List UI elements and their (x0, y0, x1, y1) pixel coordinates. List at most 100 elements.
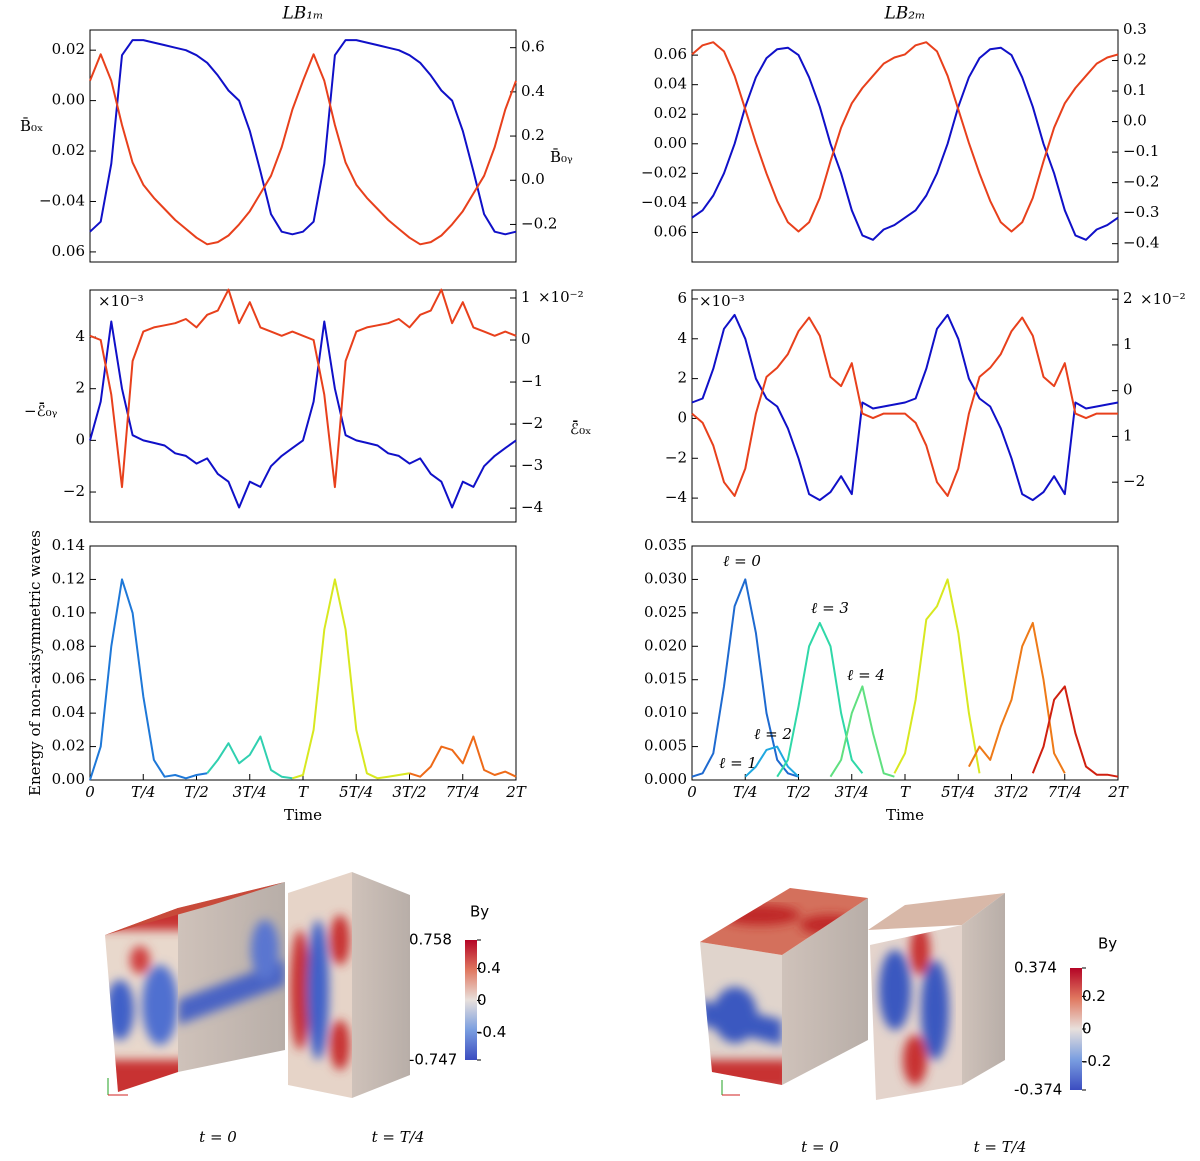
y-tick-label: 0.005 (644, 737, 687, 755)
x-tick-label: T/2 (184, 783, 209, 801)
y-tick-label: 0.04 (654, 75, 687, 93)
y2-tick-label: 0.2 (1123, 51, 1147, 69)
y-tick-label: 0.035 (644, 536, 687, 554)
x-tick-label: T/4 (733, 783, 758, 801)
x-tick-label: T (900, 783, 911, 801)
y2-tick-label: 0.1 (1123, 81, 1147, 99)
colorbar-tick-label: 0.2 (1082, 987, 1106, 1005)
x-tick-label: T/4 (131, 783, 156, 801)
plot-frame (691, 29, 1119, 263)
box-face (782, 898, 868, 1085)
colorbar-tick-label: -0.374 (1014, 1081, 1062, 1099)
x-tick-label: 0 (687, 783, 697, 801)
colorbar (1070, 968, 1082, 1090)
colorbar-tick-label: 0.4 (477, 959, 501, 977)
y2-tick-label: −2 (521, 414, 543, 432)
y-tick-label: 0.06 (52, 670, 85, 688)
y2-tick-label: 0 (1123, 381, 1133, 399)
y2-tick-label: 0.0 (1123, 112, 1147, 130)
series-line (829, 685, 895, 778)
y-tick-label: 0.02 (52, 141, 85, 159)
x-tick-label: 3T/2 (392, 783, 426, 801)
y-tick-label: 0.12 (52, 569, 85, 587)
y2-tick-label: 0 (521, 330, 531, 348)
y-tick-label: 0.00 (52, 91, 85, 109)
x-tick-label: 2T (1107, 783, 1129, 801)
caption: t = 0 (801, 1138, 839, 1156)
y-tick-label: 0.00 (52, 770, 85, 788)
y-tick-label: 0.14 (52, 536, 85, 554)
x-tick-label: 5T/4 (339, 783, 373, 801)
rendering-right (700, 888, 1082, 1100)
y-tick-label: 0.030 (644, 569, 687, 587)
y-axis-label: Energy of non-axisymmetric waves (26, 530, 44, 796)
y2-tick-label: 0.0 (521, 170, 545, 188)
y2-tick-label: 1 (1123, 426, 1133, 444)
series-line (776, 621, 864, 778)
y-tick-label: 0.10 (52, 603, 85, 621)
y2-tick-label: 1 (521, 288, 531, 306)
y2-tick-label: 0.6 (521, 38, 545, 56)
x-axis-label: Time (886, 806, 924, 824)
x-tick-label: 5T/4 (941, 783, 975, 801)
annotation: ℓ = 3 (811, 599, 849, 617)
y-tick-label: −0.04 (641, 193, 687, 211)
panel-title: LB₂ₘ (883, 4, 925, 24)
x-axis-label: Time (284, 806, 322, 824)
y-tick-label: 0.02 (52, 737, 85, 755)
y-tick-label: 0.025 (644, 603, 687, 621)
panel-title: LB₁ₘ (281, 4, 323, 24)
y-tick-label: 2 (677, 369, 687, 387)
y-tick-label: 0.06 (52, 242, 85, 260)
box-face (962, 893, 1005, 1085)
y2-tick-label: −4 (521, 498, 543, 516)
plot-frame (89, 545, 517, 781)
y-tick-label: 0.020 (644, 636, 687, 654)
colorbar-title: By (1098, 935, 1117, 953)
y-tick-label: 0.06 (654, 45, 687, 63)
annotation: ℓ = 0 (723, 552, 761, 570)
plot-frame (691, 545, 1119, 781)
x-tick-label: 3T/4 (835, 783, 869, 801)
series-line (89, 320, 517, 509)
y-tick-label: 0.06 (654, 222, 687, 240)
series-line (691, 313, 1119, 502)
series-line (1031, 685, 1119, 778)
y2-tick-label: 0.4 (521, 82, 545, 100)
y-tick-label: −2 (63, 482, 85, 500)
plot-frame (89, 29, 517, 263)
y-axis-label: −ℰ̄₀ᵧ (24, 402, 58, 420)
y-tick-label: 0.04 (52, 703, 85, 721)
series-line (691, 46, 1119, 241)
y-tick-label: 0.015 (644, 670, 687, 688)
colorbar-tick-label: -0.747 (409, 1051, 457, 1069)
series-line (968, 621, 1066, 774)
colorbar-tick-label: -0.4 (477, 1023, 506, 1041)
y2-multiplier: ×10⁻² (538, 288, 584, 306)
y2-tick-label: −3 (521, 456, 543, 474)
y2-axis-label: ℰ̄₀ₓ (570, 420, 591, 438)
caption: t = T/4 (372, 1128, 425, 1146)
y-tick-label: −0.04 (39, 191, 85, 209)
y-tick-label: 0.02 (52, 40, 85, 58)
caption: t = 0 (199, 1128, 237, 1146)
series-line (691, 578, 799, 778)
y2-tick-label: −0.2 (1123, 173, 1159, 191)
series-line (89, 288, 517, 489)
caption: t = T/4 (974, 1138, 1027, 1156)
plot-frame (89, 289, 517, 523)
y2-axis-label: B̄₀ᵧ (550, 148, 573, 166)
x-tick-label: 3T/4 (233, 783, 267, 801)
x-tick-label: 0 (85, 783, 95, 801)
colorbar-tick-label: 0.374 (1014, 959, 1057, 977)
series-line (292, 578, 410, 780)
series-line (893, 578, 981, 774)
colorbar-tick-label: 0 (1082, 1020, 1092, 1038)
y-multiplier: ×10⁻³ (699, 292, 745, 310)
colorbar (465, 940, 477, 1060)
y2-tick-label: −1 (521, 372, 543, 390)
series-line (89, 39, 517, 236)
x-tick-label: 7T/4 (1048, 783, 1082, 801)
x-tick-label: 7T/4 (446, 783, 480, 801)
